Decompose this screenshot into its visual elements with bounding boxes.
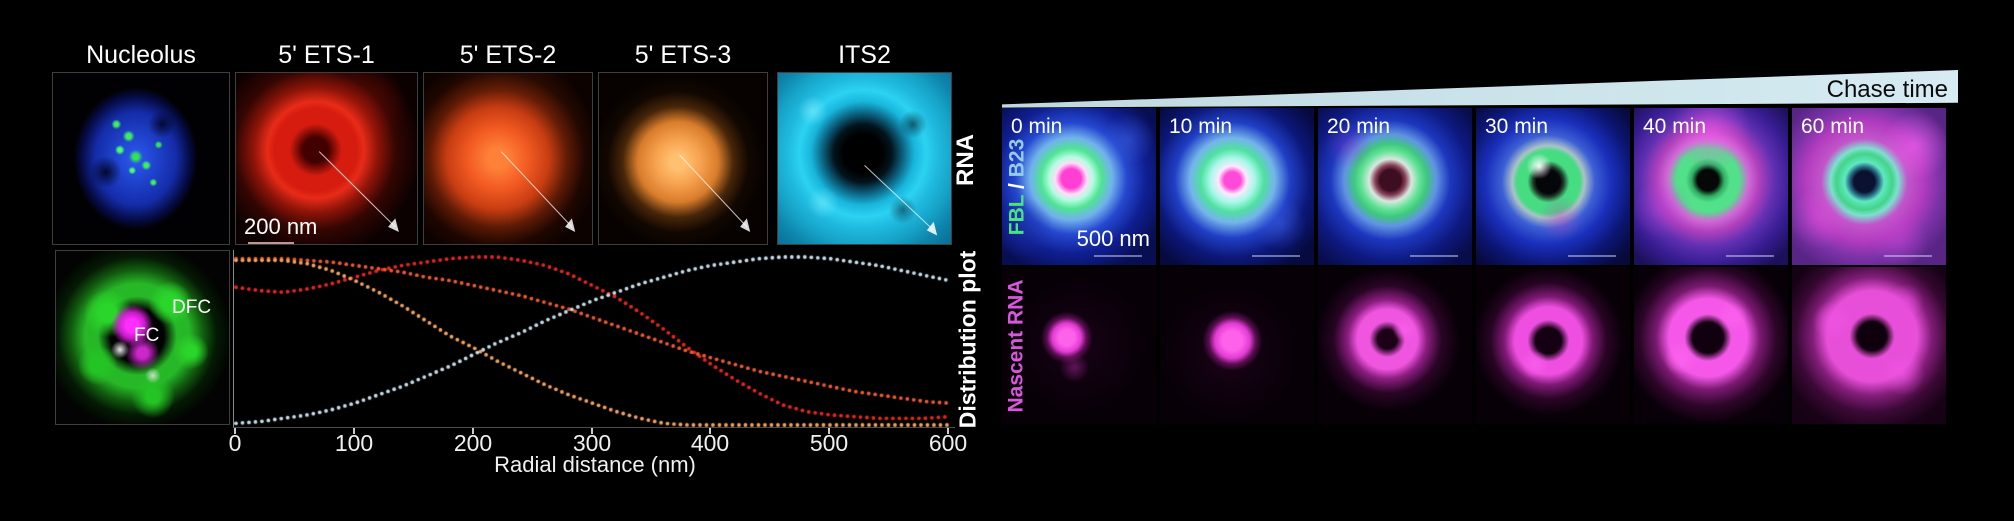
distribution-plot-canvas bbox=[234, 250, 956, 428]
pointer-arrow bbox=[599, 73, 751, 233]
chase-nascent-panel-20min bbox=[1318, 267, 1472, 424]
panel-title-its2: ITS2 bbox=[838, 41, 891, 69]
distribution-plot bbox=[233, 250, 956, 428]
fc-label: FC bbox=[134, 325, 160, 346]
x-tick bbox=[234, 428, 236, 434]
timepoint-label: 30 min bbox=[1485, 115, 1549, 138]
chase-merge-panel-20min: 20 min bbox=[1318, 108, 1472, 265]
scale-bar-label: 200 nm bbox=[244, 214, 318, 239]
timepoint-label: 0 min bbox=[1011, 115, 1063, 138]
chase-nascent-panel-10min bbox=[1160, 267, 1314, 424]
x-tick bbox=[591, 428, 593, 434]
micrograph-fc-dfc: DFC FC bbox=[55, 250, 230, 425]
micrograph-nucleolus bbox=[52, 72, 230, 245]
fbl-b23-separator: / bbox=[1005, 176, 1028, 195]
rna-row-label: RNA bbox=[952, 134, 979, 186]
scale-bar-label: 500 nm bbox=[1076, 226, 1150, 251]
x-tick-label-100: 100 bbox=[334, 430, 374, 456]
chase-time-label: Chase time bbox=[1826, 76, 1948, 103]
panel-title-5ets3: 5' ETS-3 bbox=[634, 41, 732, 69]
x-tick-label-400: 400 bbox=[690, 430, 730, 456]
pointer-arrow bbox=[236, 73, 399, 233]
micrograph-5ets1: 200 nm bbox=[235, 72, 418, 245]
x-axis-label: Radial distance (nm) bbox=[494, 452, 696, 477]
x-tick-label-600: 600 bbox=[928, 430, 968, 456]
panel-title-5ets1: 5' ETS-1 bbox=[278, 41, 375, 69]
x-tick bbox=[947, 428, 949, 434]
fbl-label: FBL bbox=[1005, 194, 1028, 235]
chase-merge-panel-10min: 10 min bbox=[1160, 108, 1314, 265]
chase-merge-panel-40min: 40 min bbox=[1634, 108, 1788, 265]
b23-label: B23 bbox=[1005, 138, 1028, 177]
nascent-rna-row-label: Nascent RNA bbox=[1005, 278, 1029, 413]
scale-bar bbox=[248, 242, 294, 244]
chase-merge-panel-30min: 30 min bbox=[1476, 108, 1630, 265]
fbl-b23-row-label: FBL / B23 bbox=[996, 108, 1038, 265]
timepoint-label: 60 min bbox=[1801, 115, 1865, 138]
pointer-arrow bbox=[778, 73, 938, 236]
chase-nascent-panel-0min bbox=[1002, 267, 1156, 424]
x-tick bbox=[353, 428, 355, 434]
pointer-arrow bbox=[424, 73, 576, 233]
panel-title-5ets2: 5' ETS-2 bbox=[459, 41, 557, 69]
chase-nascent-panel-30min bbox=[1476, 267, 1630, 424]
chase-nascent-panel-40min bbox=[1634, 267, 1788, 424]
micrograph-its2 bbox=[777, 72, 952, 245]
panel-title-nucleolus: Nucleolus bbox=[86, 41, 196, 69]
chase-nascent-panel-60min bbox=[1792, 267, 1946, 424]
timepoint-label: 40 min bbox=[1643, 115, 1707, 138]
x-tick-label-200: 200 bbox=[453, 430, 493, 456]
chase-merge-panel-60min: 60 min bbox=[1792, 108, 1946, 265]
x-tick-label-500: 500 bbox=[809, 430, 849, 456]
timepoint-label: 20 min bbox=[1327, 115, 1391, 138]
chase-merge-panel-0min: 0 min 500 nm bbox=[1002, 108, 1156, 265]
x-tick-label-0: 0 bbox=[228, 430, 242, 456]
micrograph-5ets3 bbox=[598, 72, 768, 245]
dfc-label: DFC bbox=[172, 297, 212, 318]
timepoint-label: 10 min bbox=[1169, 115, 1233, 138]
x-tick-label-300: 300 bbox=[572, 430, 612, 456]
x-tick bbox=[828, 428, 830, 434]
x-tick bbox=[472, 428, 474, 434]
chase-time-wedge: Chase time bbox=[1002, 70, 1958, 108]
distribution-plot-row-label: Distribution plot bbox=[954, 250, 981, 428]
x-tick bbox=[709, 428, 711, 434]
micrograph-5ets2 bbox=[423, 72, 593, 245]
